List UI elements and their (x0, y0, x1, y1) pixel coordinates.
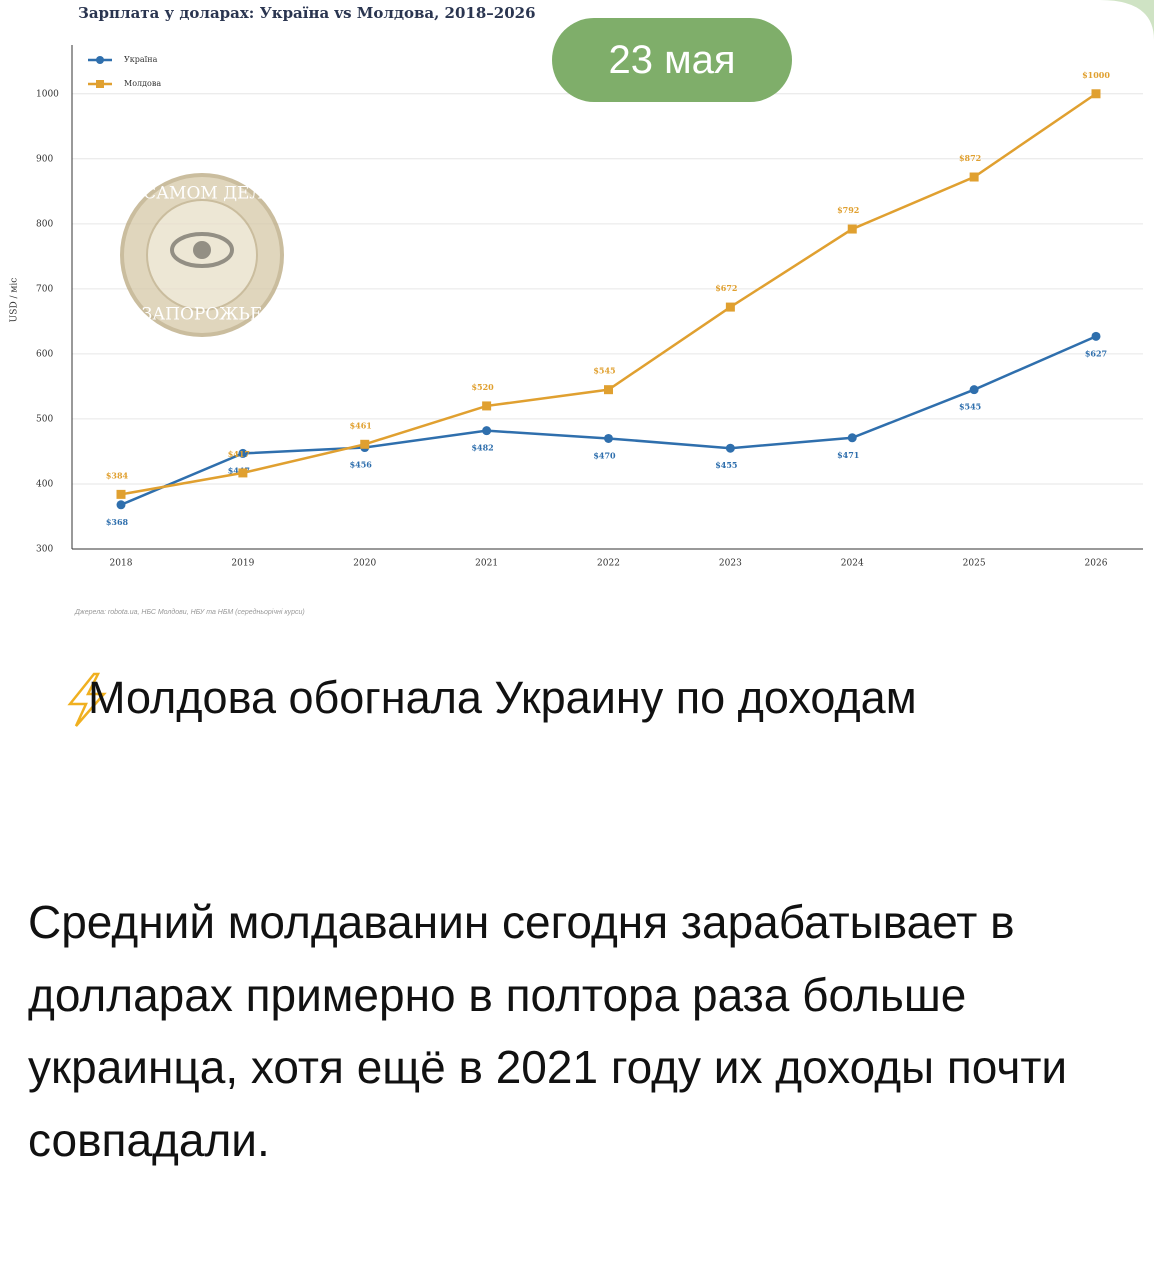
chart-title: Зарплата у доларах: Україна vs Молдова, … (78, 4, 536, 22)
point (847, 224, 857, 234)
x-tick-label: 2019 (231, 559, 254, 569)
point (604, 433, 613, 443)
source: Джерела: robota.ua, НБС Молдови, НБУ та … (74, 608, 305, 616)
y-tick-label: 800 (36, 219, 53, 229)
value-label: $470 (593, 450, 616, 460)
point (482, 401, 492, 411)
y-tick-label: 300 (36, 545, 53, 555)
series-line (120, 335, 1097, 506)
date-badge: 23 мая (552, 18, 792, 102)
legend-marker (96, 56, 104, 64)
corner (1100, 0, 1154, 40)
point (238, 468, 248, 478)
value-label: $545 (593, 366, 615, 376)
y-tick-label: 500 (36, 414, 53, 424)
x-tick-label: 2021 (475, 559, 498, 569)
value-label: $545 (959, 402, 981, 412)
x-tick-label: 2024 (841, 559, 864, 569)
legend-label: Молдова (124, 79, 161, 88)
value-label: $520 (471, 382, 494, 392)
point (1091, 89, 1101, 99)
point (116, 489, 126, 499)
watermark-top: НА САМОМ ДЕЛЕ В (110, 184, 294, 204)
y-tick-label: 600 (36, 349, 53, 359)
value-label: $482 (471, 443, 493, 453)
value-label: $417 (228, 449, 250, 459)
value-label: $627 (1085, 348, 1107, 358)
value-label: $461 (350, 420, 372, 430)
point (604, 385, 613, 395)
x-tick-label: 2025 (963, 559, 986, 569)
legend-label: Україна (124, 55, 158, 64)
y-tick-label: 1000 (36, 89, 59, 99)
value-label: $384 (106, 470, 129, 480)
point (360, 439, 370, 449)
point (725, 443, 735, 453)
point (482, 426, 492, 436)
legend-marker (96, 80, 104, 88)
x-tick-label: 2023 (719, 559, 742, 569)
value-label: $456 (350, 460, 373, 470)
post-body: Средний молдаванин сегодня зарабатывает … (28, 896, 1068, 1166)
y-tick-label: 400 (36, 479, 53, 489)
x-tick-label: 2020 (353, 559, 376, 569)
point (969, 172, 979, 182)
watermark: НА САМОМ ДЕЛЕ В ЗАПОРОЖЬЕ (110, 173, 294, 337)
value-label: $1000 (1082, 70, 1110, 80)
point (1091, 331, 1101, 341)
value-label: $455 (715, 460, 737, 470)
watermark-bottom: ЗАПОРОЖЬЕ (142, 305, 263, 325)
value-label: $368 (106, 517, 129, 527)
x-tick-label: 2026 (1085, 559, 1108, 569)
point (969, 385, 979, 395)
y-tick-label: 900 (36, 154, 53, 164)
value-label: $672 (715, 283, 737, 293)
y-tick-label: 700 (36, 284, 53, 294)
headline-text: Молдова обогнала Украину по доходам (88, 672, 917, 723)
point (847, 433, 857, 443)
point (116, 500, 126, 510)
point (725, 302, 735, 312)
x-tick-label: 2022 (597, 559, 620, 569)
post-headline: Молдова обогнала Украину по доходам (28, 662, 1128, 734)
value-label: $872 (959, 153, 981, 163)
value-label: $471 (837, 450, 859, 460)
lightning-icon (67, 672, 107, 727)
point (238, 448, 248, 458)
value-label: $792 (837, 205, 859, 215)
x-tick-label: 2018 (110, 559, 133, 569)
y-axis-label: USD / міс (10, 278, 20, 323)
